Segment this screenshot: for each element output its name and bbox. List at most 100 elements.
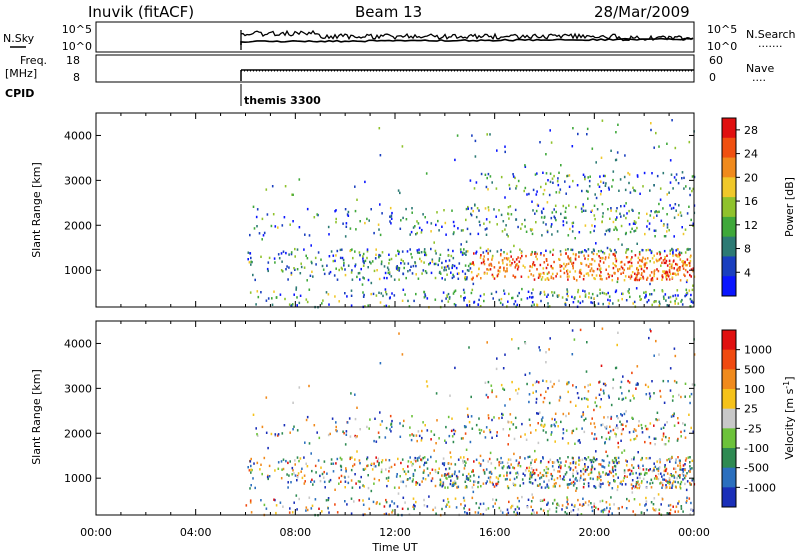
heatmap-cell — [465, 253, 467, 256]
heatmap-cell — [445, 265, 447, 269]
heatmap-cell — [410, 252, 412, 256]
heatmap-cell — [347, 481, 350, 485]
heatmap-cell — [552, 294, 554, 297]
heatmap-cell — [612, 470, 614, 473]
heatmap-cell — [471, 470, 473, 473]
heatmap-cell — [664, 256, 666, 259]
heatmap-cell — [616, 424, 618, 427]
heatmap-cell — [692, 267, 695, 270]
heatmap-cell — [451, 483, 454, 486]
heatmap-cell — [345, 470, 347, 473]
heatmap-cell — [556, 459, 559, 462]
heatmap-cell — [487, 248, 489, 251]
heatmap-cell — [646, 225, 648, 228]
heatmap-cell — [504, 270, 507, 273]
heatmap-cell — [401, 299, 404, 302]
heatmap-cell — [593, 204, 596, 207]
heatmap-cell — [662, 207, 664, 210]
heatmap-cell — [410, 230, 413, 234]
heatmap-cell — [690, 218, 692, 222]
heatmap-cell — [287, 481, 289, 484]
heatmap-cell — [325, 291, 328, 294]
heatmap-cell — [463, 248, 465, 251]
heatmap-cell — [634, 437, 637, 440]
heatmap-cell — [528, 455, 531, 458]
heatmap-cell — [615, 435, 617, 438]
heatmap-cell — [332, 470, 335, 473]
heatmap-cell — [685, 288, 688, 291]
heatmap-cell — [350, 468, 353, 472]
heatmap-cell — [675, 470, 677, 474]
heatmap-cell — [379, 154, 382, 157]
heatmap-cell — [347, 475, 350, 479]
heatmap-cell — [612, 302, 614, 305]
heatmap-cell — [468, 421, 471, 424]
heatmap-cell — [613, 252, 616, 256]
heatmap-cell — [512, 423, 515, 426]
heatmap-cell — [663, 261, 666, 265]
heatmap-cell — [587, 248, 590, 251]
heatmap-cell — [601, 423, 604, 426]
heatmap-cell — [327, 293, 330, 296]
heatmap-cell — [373, 269, 376, 273]
heatmap-cell — [669, 460, 671, 463]
heatmap-cell — [467, 413, 469, 417]
heatmap-cell — [608, 265, 610, 268]
heatmap-cell — [483, 222, 485, 225]
heatmap-cell — [537, 422, 539, 425]
heatmap-cell — [602, 471, 604, 474]
noise-panel: N.Sky 10^5 10^0 10^5 10^0 N.Search .....… — [3, 21, 796, 53]
heatmap-cell — [374, 257, 377, 260]
heatmap-cell — [615, 227, 617, 230]
heatmap-cell — [519, 257, 522, 260]
heatmap-cell — [673, 259, 675, 262]
heatmap-cell — [477, 232, 480, 236]
heatmap-cell — [492, 275, 494, 278]
heatmap-cell — [312, 483, 314, 486]
heatmap-cell — [559, 466, 562, 470]
heatmap-cell — [351, 456, 353, 459]
heatmap-cell — [633, 456, 635, 459]
heatmap-cell — [628, 223, 631, 226]
heatmap-cell — [352, 464, 354, 468]
heatmap-cell — [480, 429, 483, 432]
heatmap-cell — [484, 228, 487, 231]
heatmap-cell — [280, 460, 283, 463]
heatmap-cell — [448, 475, 450, 478]
heatmap-cell — [471, 262, 473, 265]
heatmap-cell — [684, 436, 687, 439]
heatmap-cell — [425, 253, 428, 257]
colorbar-tick-label: 4 — [744, 266, 751, 279]
heatmap-cell — [573, 338, 576, 341]
heatmap-cell — [473, 480, 475, 483]
heatmap-cell — [502, 428, 505, 431]
heatmap-cell — [462, 437, 464, 440]
heatmap-cell — [566, 290, 569, 293]
heatmap-cell — [540, 252, 542, 255]
heatmap-cell — [680, 214, 683, 217]
heatmap-cell — [596, 478, 599, 481]
heatmap-cell — [596, 475, 599, 479]
heatmap-cell — [454, 304, 457, 307]
heatmap-cell — [648, 392, 651, 395]
heatmap-cell — [675, 262, 677, 266]
heatmap-cell — [387, 268, 390, 271]
heatmap-cell — [602, 250, 604, 254]
heatmap-cell — [486, 341, 488, 344]
heatmap-cell — [614, 456, 616, 460]
heatmap-cell — [507, 212, 510, 216]
heatmap-cell — [509, 205, 512, 208]
heatmap-cell — [591, 509, 594, 513]
heatmap-cell — [622, 397, 625, 401]
heatmap-cell — [666, 264, 669, 267]
heatmap-cell — [629, 399, 632, 402]
heatmap-cell — [462, 459, 464, 462]
heatmap-cell — [417, 222, 420, 225]
heatmap-cell — [474, 480, 477, 483]
heatmap-cell — [632, 485, 635, 488]
heatmap-cell — [407, 478, 409, 481]
heatmap-cell — [661, 484, 664, 487]
heatmap-cell — [466, 458, 469, 461]
heatmap-cell — [398, 267, 401, 270]
heatmap-cell — [482, 482, 485, 485]
